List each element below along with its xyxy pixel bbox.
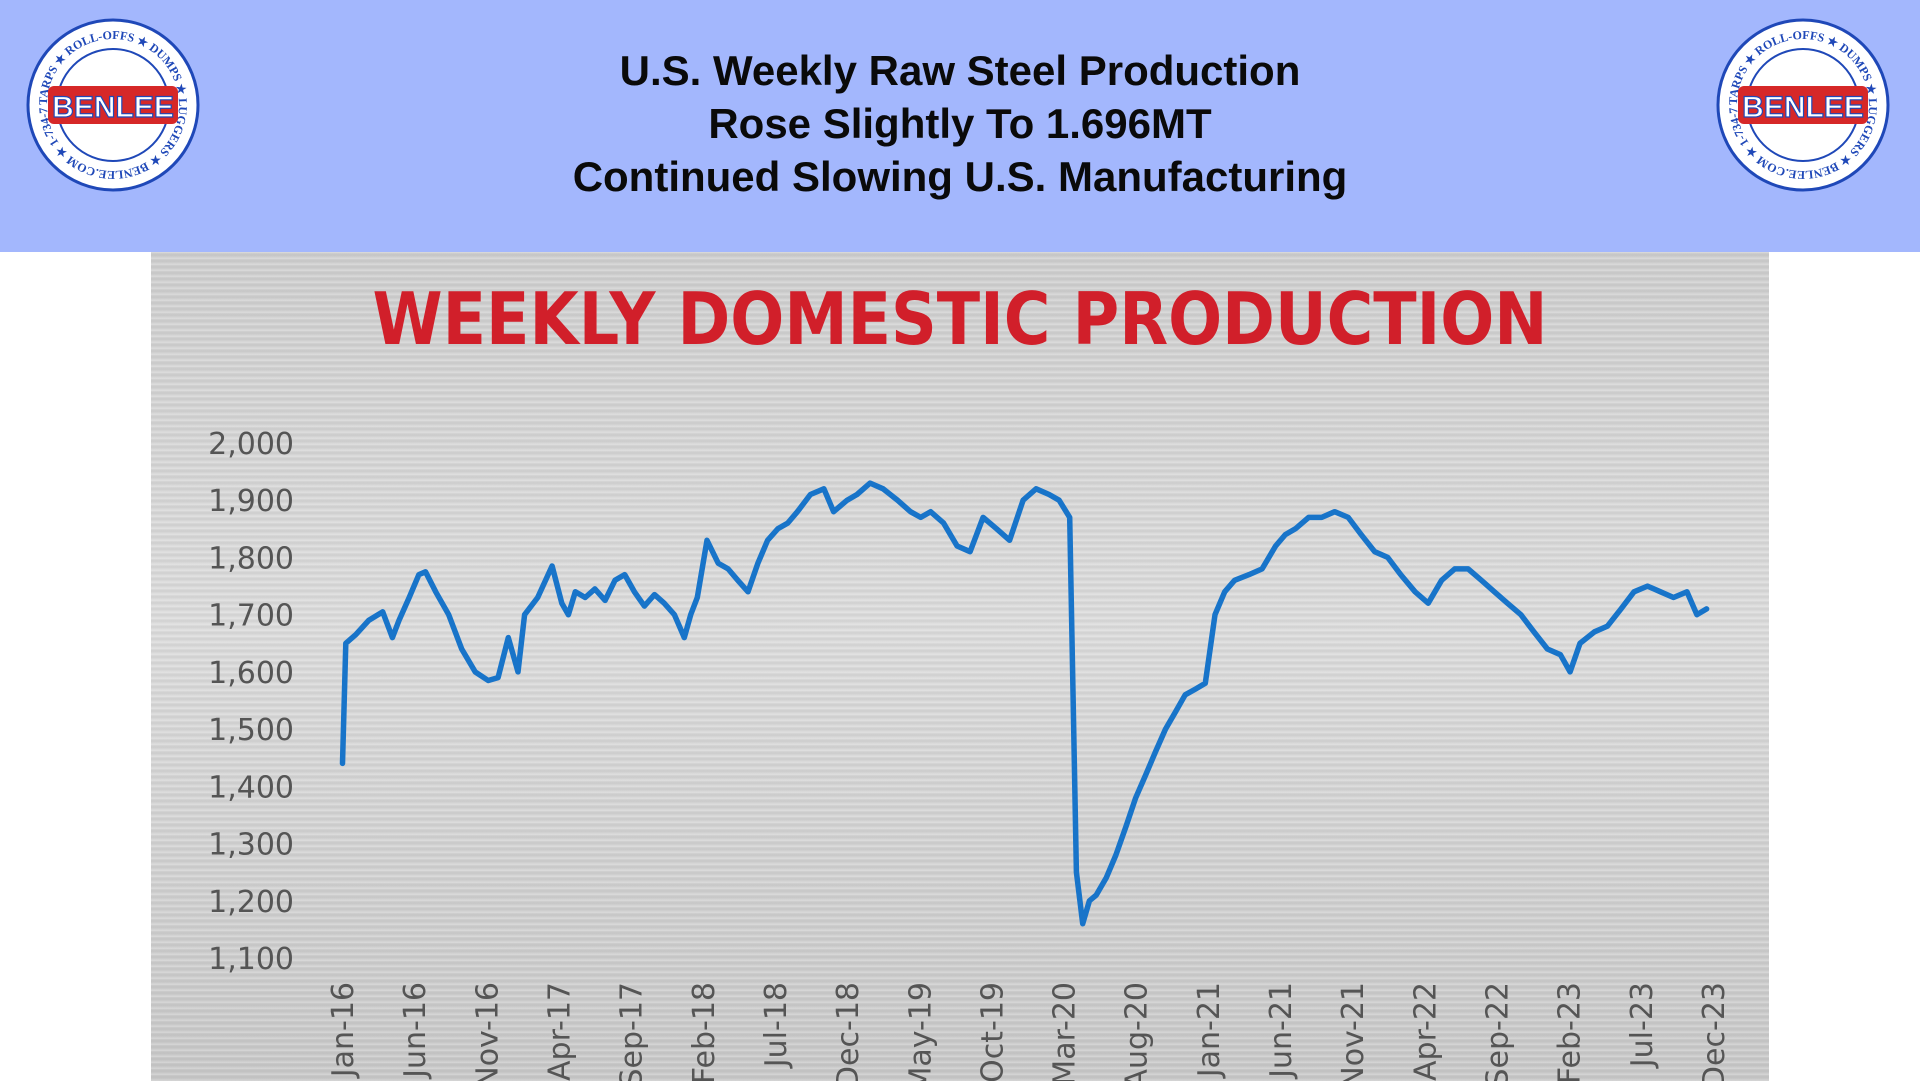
x-tick-label: Feb-18 xyxy=(687,982,722,1081)
x-tick-label: Apr-17 xyxy=(542,982,577,1081)
x-tick-label: Sep-22 xyxy=(1481,982,1516,1081)
chart-panel: WEEKLY DOMESTIC PRODUCTION 2,000 1,900 1,8… xyxy=(151,252,1769,1081)
y-tick-label: 1,200 xyxy=(208,885,294,920)
benlee-logo-right: TARPS ★ ROLL-OFFS ★ DUMPS ★ LUGGERS ★ BE… xyxy=(1716,18,1890,192)
x-tick-label: Dec-23 xyxy=(1697,982,1732,1081)
x-tick-label: May-19 xyxy=(903,982,938,1081)
series-line-weekly-production xyxy=(339,480,1710,927)
headline-line-3: Continued Slowing U.S. Manufacturing xyxy=(572,153,1348,200)
y-tick-label: 1,100 xyxy=(208,942,294,977)
x-tick-label: Sep-17 xyxy=(615,982,650,1081)
y-tick-label: 1,300 xyxy=(208,828,294,863)
x-tick-label: Oct-19 xyxy=(975,982,1010,1081)
production-line-chart: WEEKLY DOMESTIC PRODUCTION 2,000 1,900 1,8… xyxy=(208,277,1732,1081)
y-tick-label: 1,400 xyxy=(208,770,294,805)
x-tick-label: Nov-21 xyxy=(1336,982,1371,1081)
x-tick-label: Mar-20 xyxy=(1048,982,1083,1081)
y-tick-label: 1,600 xyxy=(208,656,294,691)
x-tick-label: Apr-22 xyxy=(1408,982,1443,1081)
headline-line-1: U.S. Weekly Raw Steel Production xyxy=(619,47,1301,94)
headline: U.S. Weekly Raw Steel Production Rose Sl… xyxy=(360,44,1560,203)
headline-line-2: Rose Slightly To 1.696MT xyxy=(708,100,1212,147)
x-tick-label: Jan-16 xyxy=(326,982,361,1079)
chart-title: WEEKLY DOMESTIC PRODUCTION xyxy=(373,277,1548,361)
y-tick-label: 1,700 xyxy=(208,599,294,634)
x-tick-label: Jun-16 xyxy=(398,982,433,1080)
y-tick-label: 1,500 xyxy=(208,713,294,748)
x-tick-label: Jul-23 xyxy=(1625,982,1660,1069)
logo-brand-text: BENLEE xyxy=(52,91,174,124)
y-tick-label: 2,000 xyxy=(208,427,294,462)
benlee-logo-left: TARPS ★ ROLL-OFFS ★ DUMPS ★ LUGGERS ★ BE… xyxy=(26,18,200,192)
header-banner: U.S. Weekly Raw Steel Production Rose Sl… xyxy=(0,0,1920,252)
x-tick-label: Jan-21 xyxy=(1192,982,1227,1079)
brushed-metal-texture xyxy=(151,252,1769,1081)
x-tick-label: Feb-23 xyxy=(1553,982,1588,1081)
y-tick-label: 1,800 xyxy=(208,541,294,576)
logo-brand-text: BENLEE xyxy=(1742,91,1864,124)
x-tick-label: Jun-21 xyxy=(1264,982,1299,1080)
x-tick-label: Aug-20 xyxy=(1120,982,1155,1081)
x-tick-label: Nov-16 xyxy=(470,982,505,1081)
x-tick-label: Dec-18 xyxy=(831,982,866,1081)
y-tick-label: 1,900 xyxy=(208,484,294,519)
x-tick-label: Jul-18 xyxy=(759,982,794,1069)
